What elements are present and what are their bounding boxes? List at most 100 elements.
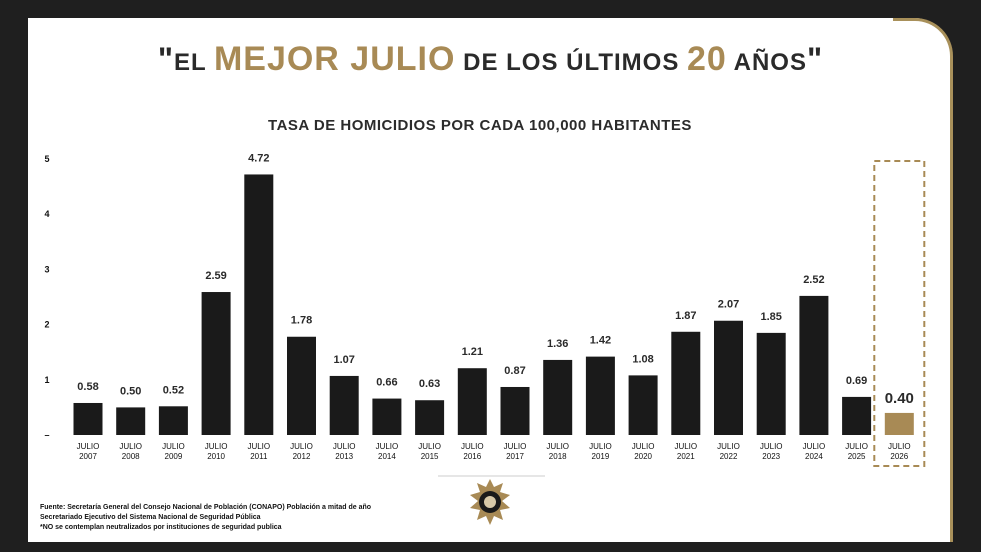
content-panel <box>28 18 952 542</box>
x-tick-label: 2015 <box>421 452 439 461</box>
x-tick-label: 2019 <box>592 452 610 461</box>
data-label: 0.50 <box>120 385 141 397</box>
x-tick-label: JULIO <box>119 442 142 451</box>
data-label: 1.08 <box>632 353 653 365</box>
x-tick-label: 2021 <box>677 452 695 461</box>
x-tick-label: JULIO <box>888 442 911 451</box>
y-tick-label: 3 <box>44 264 49 274</box>
y-tick-label: 1 <box>44 375 49 385</box>
data-label: 1.87 <box>675 310 696 322</box>
bar <box>158 406 188 435</box>
x-tick-label: JULIO <box>376 442 399 451</box>
y-tick-label: 5 <box>44 154 49 164</box>
x-tick-label: 2014 <box>378 452 396 461</box>
x-tick-label: JULIO <box>205 442 228 451</box>
x-tick-label: 2022 <box>720 452 738 461</box>
data-label: 0.69 <box>846 375 867 387</box>
y-tick-label: 4 <box>44 209 49 219</box>
headline-open-quote: " <box>157 41 175 77</box>
x-tick-label: 2007 <box>79 452 97 461</box>
data-label: 1.78 <box>291 315 312 327</box>
bar <box>329 375 359 435</box>
headline: "EL MEJOR JULIO DE LOS ÚLTIMOS 20 AÑOS" <box>0 40 981 79</box>
bar <box>287 336 316 435</box>
bar <box>372 398 402 435</box>
x-tick-label: JULIO <box>632 442 655 451</box>
headline-highlight-1: MEJOR JULIO <box>213 40 456 78</box>
bar <box>756 332 786 435</box>
data-label: 2.59 <box>205 270 226 282</box>
headline-part3: AÑOS <box>726 49 807 76</box>
x-tick-label: 2016 <box>463 452 481 461</box>
data-label: 4.72 <box>248 152 269 164</box>
x-tick-label: JULIO <box>162 442 185 451</box>
x-tick-label: 2025 <box>848 452 866 461</box>
agency-badge-logo <box>470 479 510 525</box>
data-label: 2.52 <box>803 274 824 286</box>
data-label: 0.63 <box>419 378 440 390</box>
x-tick-label: JULIO <box>461 442 484 451</box>
bar <box>585 356 615 435</box>
x-tick-label: JULIO <box>546 442 569 451</box>
x-tick-label: JULIO <box>333 442 356 451</box>
data-label: 0.66 <box>376 377 397 389</box>
data-label: 1.42 <box>590 335 611 347</box>
x-tick-label: JULIO <box>418 442 441 451</box>
data-label: 1.36 <box>547 338 568 350</box>
footnote-line-1: Fuente: Secretaría General del Consejo N… <box>40 504 372 511</box>
headline-part2: DE LOS ÚLTIMOS <box>455 49 687 76</box>
x-tick-label: JULIO <box>717 442 740 451</box>
x-tick-label: JULIO <box>674 442 697 451</box>
data-label: 1.07 <box>333 354 354 366</box>
bar <box>500 386 530 435</box>
bar <box>799 295 829 435</box>
x-tick-label: 2009 <box>165 452 183 461</box>
bar <box>244 174 274 435</box>
x-tick-label: 2010 <box>207 452 225 461</box>
x-tick-label: JULIO <box>290 442 313 451</box>
data-label: 0.58 <box>77 381 98 393</box>
bar <box>671 331 701 435</box>
headline-part1: EL <box>174 49 214 76</box>
headline-highlight-2: 20 <box>687 40 727 78</box>
bar <box>543 359 573 435</box>
data-label: 2.07 <box>718 299 739 311</box>
y-tick-label: – <box>44 430 49 440</box>
data-label: 0.87 <box>504 365 525 377</box>
x-tick-label: 2026 <box>890 452 908 461</box>
bar <box>842 396 872 435</box>
bar <box>714 320 743 435</box>
headline-close-quote: " <box>806 41 824 77</box>
x-tick-label: JULIO <box>760 442 783 451</box>
y-tick-label: 2 <box>44 320 49 330</box>
footnote-line-2: Secretariado Ejecutivo del Sistema Nacio… <box>40 514 261 521</box>
highlight-dashed-box <box>873 160 926 467</box>
x-tick-label: JULIO <box>504 442 527 451</box>
source-footnote: Fuente: Secretaría General del Consejo N… <box>40 503 371 533</box>
x-tick-label: JULIO <box>845 442 868 451</box>
x-tick-label: 2008 <box>122 452 140 461</box>
x-tick-label: JULIO <box>77 442 100 451</box>
bar <box>201 292 231 435</box>
data-label: 1.85 <box>760 311 781 323</box>
data-label: 1.21 <box>462 346 483 358</box>
x-tick-label: 2020 <box>634 452 652 461</box>
x-tick-label: 2024 <box>805 452 823 461</box>
bar <box>116 407 146 435</box>
x-tick-label: 2013 <box>335 452 353 461</box>
x-tick-label: JULIO <box>803 442 826 451</box>
chart-title: TASA DE HOMICIDIOS POR CADA 100,000 HABI… <box>268 117 692 134</box>
x-tick-label: 2011 <box>250 452 268 461</box>
data-label: 0.40 <box>885 390 914 407</box>
x-tick-label: 2023 <box>762 452 780 461</box>
bar <box>415 400 445 435</box>
x-tick-label: 2017 <box>506 452 524 461</box>
bar <box>73 402 103 435</box>
bar <box>457 368 487 435</box>
x-tick-label: 2012 <box>293 452 311 461</box>
data-label: 0.52 <box>163 384 184 396</box>
bar <box>628 375 658 435</box>
footnote-line-3: *NO se contemplan neutralizados por inst… <box>40 524 282 531</box>
gold-corner-accent <box>893 18 953 542</box>
